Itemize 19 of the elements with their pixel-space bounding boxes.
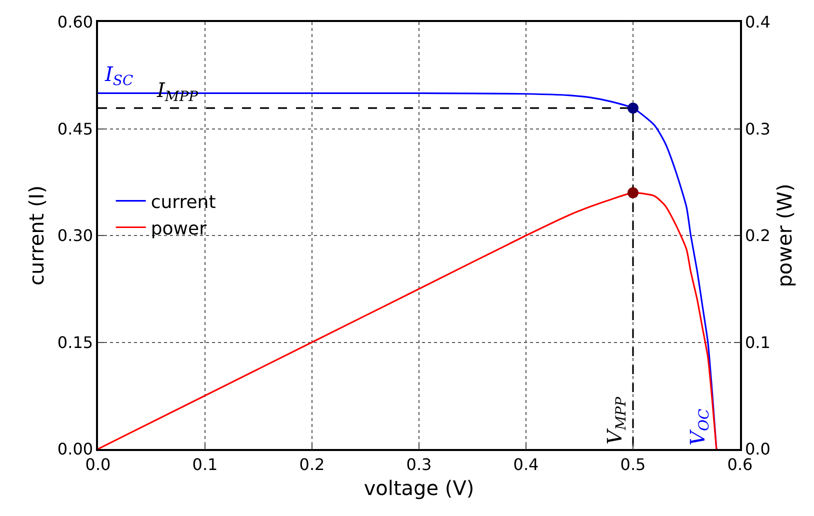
y2-tick-label: 0.1 (744, 332, 770, 352)
y-tick-label: 0.60 (57, 12, 94, 32)
annotation: I$_{SC}$ (104, 62, 134, 90)
y2-tick-label: 0.4 (744, 12, 770, 32)
y-tick-label: 0.30 (57, 226, 94, 246)
x-tick-label: 0.3 (406, 454, 432, 474)
y2-axis-title: power (W) (772, 184, 796, 288)
x-tick-label: 0.1 (192, 454, 218, 474)
legend-label: current (150, 192, 216, 213)
y2-tick-label: 0.3 (744, 119, 770, 138)
y-tick-label: 0.45 (57, 119, 94, 138)
legend-label: power (150, 218, 208, 240)
x-tick-label: 0.5 (620, 454, 646, 474)
x-axis-title: voltage (V) (364, 476, 474, 500)
x-tick-label: 0.2 (299, 454, 325, 474)
y-axis-title: current (I) (24, 185, 48, 286)
y2-tick-label: 0.2 (744, 226, 770, 246)
x-tick-label: 0.4 (513, 454, 539, 474)
y-tick-label: 0.15 (57, 332, 94, 352)
